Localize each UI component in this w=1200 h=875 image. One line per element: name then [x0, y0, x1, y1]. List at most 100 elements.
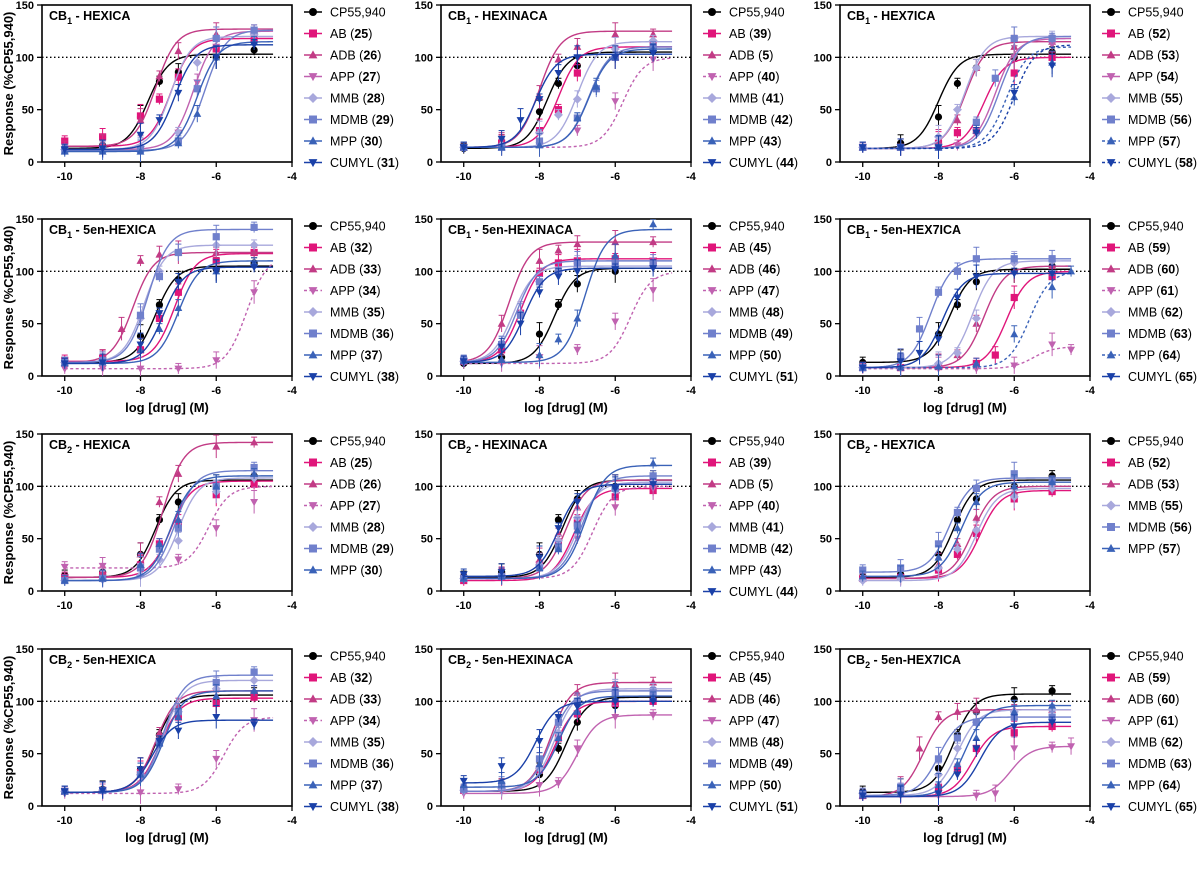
data-point — [155, 250, 164, 258]
series-mpp — [60, 257, 274, 371]
legend-marker — [1106, 543, 1116, 552]
y-tick-label: 0 — [826, 371, 832, 383]
fit-curve — [862, 56, 1072, 150]
y-tick-label: 50 — [22, 534, 34, 546]
y-tick-label: 0 — [427, 157, 433, 169]
legend-item: MPP (64) — [1102, 349, 1181, 363]
fit-curve — [862, 35, 1072, 150]
data-point — [497, 343, 506, 351]
panel-title: CB2 - 5en-HEX7ICA — [847, 653, 961, 670]
legend-marker — [1106, 737, 1116, 747]
legend-item: MMB (28) — [304, 521, 385, 535]
legend-label: MMB (41) — [729, 521, 784, 535]
legend: CP55,940 AB (52) ADB (53) APP (54) MMB (55) M… — [1102, 6, 1197, 170]
data-point — [915, 325, 924, 333]
y-tick-label: 150 — [16, 0, 34, 12]
data-point — [991, 74, 999, 82]
legend-label: APP (54) — [1128, 70, 1179, 84]
legend-item: AB (25) — [304, 456, 372, 470]
series-mmb — [858, 699, 1072, 800]
legend-item: AB (39) — [703, 27, 771, 41]
legend-label: CUMYL (38) — [330, 370, 399, 384]
legend-item: MMB (48) — [703, 736, 784, 750]
legend-item: CP55,940 — [1102, 6, 1184, 20]
legend-item: MMB (41) — [703, 92, 784, 106]
series-cp55-940 — [61, 470, 274, 581]
legend: CP55,940 AB (45) ADB (46) APP (47) MMB (48) M… — [703, 650, 798, 814]
y-tick-label: 150 — [814, 429, 832, 441]
legend-item: MPP (43) — [703, 564, 782, 578]
data-point — [136, 766, 145, 774]
y-tick-label: 50 — [820, 749, 832, 761]
data-point — [592, 82, 601, 90]
data-point — [250, 26, 258, 34]
fit-curve — [463, 228, 673, 364]
legend-label: ADB (53) — [1128, 478, 1179, 492]
data-point — [953, 79, 962, 88]
legend-label: MMB (28) — [330, 521, 385, 535]
panel-title: CB2 - 5en-HEXICA — [49, 653, 156, 670]
plot-frame — [41, 433, 293, 592]
series-adb — [858, 34, 1072, 156]
legend-item: MDMB (42) — [703, 113, 793, 127]
legend-marker — [707, 565, 717, 574]
x-tick-label: -8 — [934, 815, 944, 827]
data-point — [497, 355, 506, 363]
data-point — [934, 144, 943, 152]
data-point — [136, 115, 145, 124]
series-mpp — [858, 474, 1072, 583]
fit-curve — [862, 704, 1072, 798]
y-tick-label: 0 — [826, 801, 832, 813]
series-mdmb — [460, 680, 673, 795]
data-point — [535, 554, 544, 562]
legend-item: APP (27) — [304, 70, 381, 84]
data-point — [649, 287, 658, 295]
fit-curve — [64, 469, 274, 582]
data-point — [934, 540, 943, 548]
data-point — [459, 777, 468, 786]
legend-item: MDMB (63) — [1102, 327, 1192, 341]
data-point — [858, 364, 867, 372]
data-point — [859, 566, 867, 574]
legend-label: CP55,940 — [729, 6, 785, 20]
data-point — [934, 712, 943, 721]
data-point — [554, 525, 563, 533]
legend-marker — [708, 437, 716, 445]
data-point — [573, 718, 581, 726]
data-point — [649, 698, 658, 706]
legend-marker — [707, 479, 717, 488]
legend-label: AB (45) — [729, 241, 771, 255]
x-axis-title: log [drug] (M) — [125, 400, 209, 415]
fit-curve — [862, 489, 1072, 580]
y-axis-title: Response (%CP55,940) — [1, 12, 16, 156]
legend-marker — [708, 329, 716, 338]
legend-label: CUMYL (58) — [1128, 156, 1197, 170]
fit-curve — [463, 714, 673, 795]
data-point — [553, 536, 563, 546]
data-point — [174, 46, 183, 55]
data-point — [972, 733, 981, 742]
data-point — [1010, 255, 1018, 263]
x-tick-label: -4 — [686, 171, 697, 183]
x-tick-label: -4 — [1085, 815, 1096, 827]
legend-label: MPP (50) — [729, 349, 782, 363]
legend-marker — [1107, 759, 1115, 768]
data-point — [934, 755, 943, 763]
series-cumyl — [858, 714, 1072, 805]
x-tick-label: -6 — [610, 600, 620, 612]
legend-marker — [1106, 780, 1116, 789]
legend-label: CUMYL (65) — [1128, 370, 1197, 384]
legend-item: ADB (46) — [703, 693, 780, 707]
y-tick-label: 50 — [820, 534, 832, 546]
legend-label: CUMYL (65) — [1128, 800, 1197, 814]
data-point — [250, 264, 259, 272]
legend-marker — [707, 717, 717, 726]
data-point — [953, 759, 962, 768]
data-point — [174, 498, 182, 506]
legend-label: APP (40) — [729, 70, 780, 84]
legend-label: MDMB (36) — [330, 327, 394, 341]
series-app — [459, 47, 673, 157]
legend-marker — [308, 350, 318, 359]
data-point — [611, 318, 620, 326]
legend-label: MMB (48) — [729, 736, 784, 750]
